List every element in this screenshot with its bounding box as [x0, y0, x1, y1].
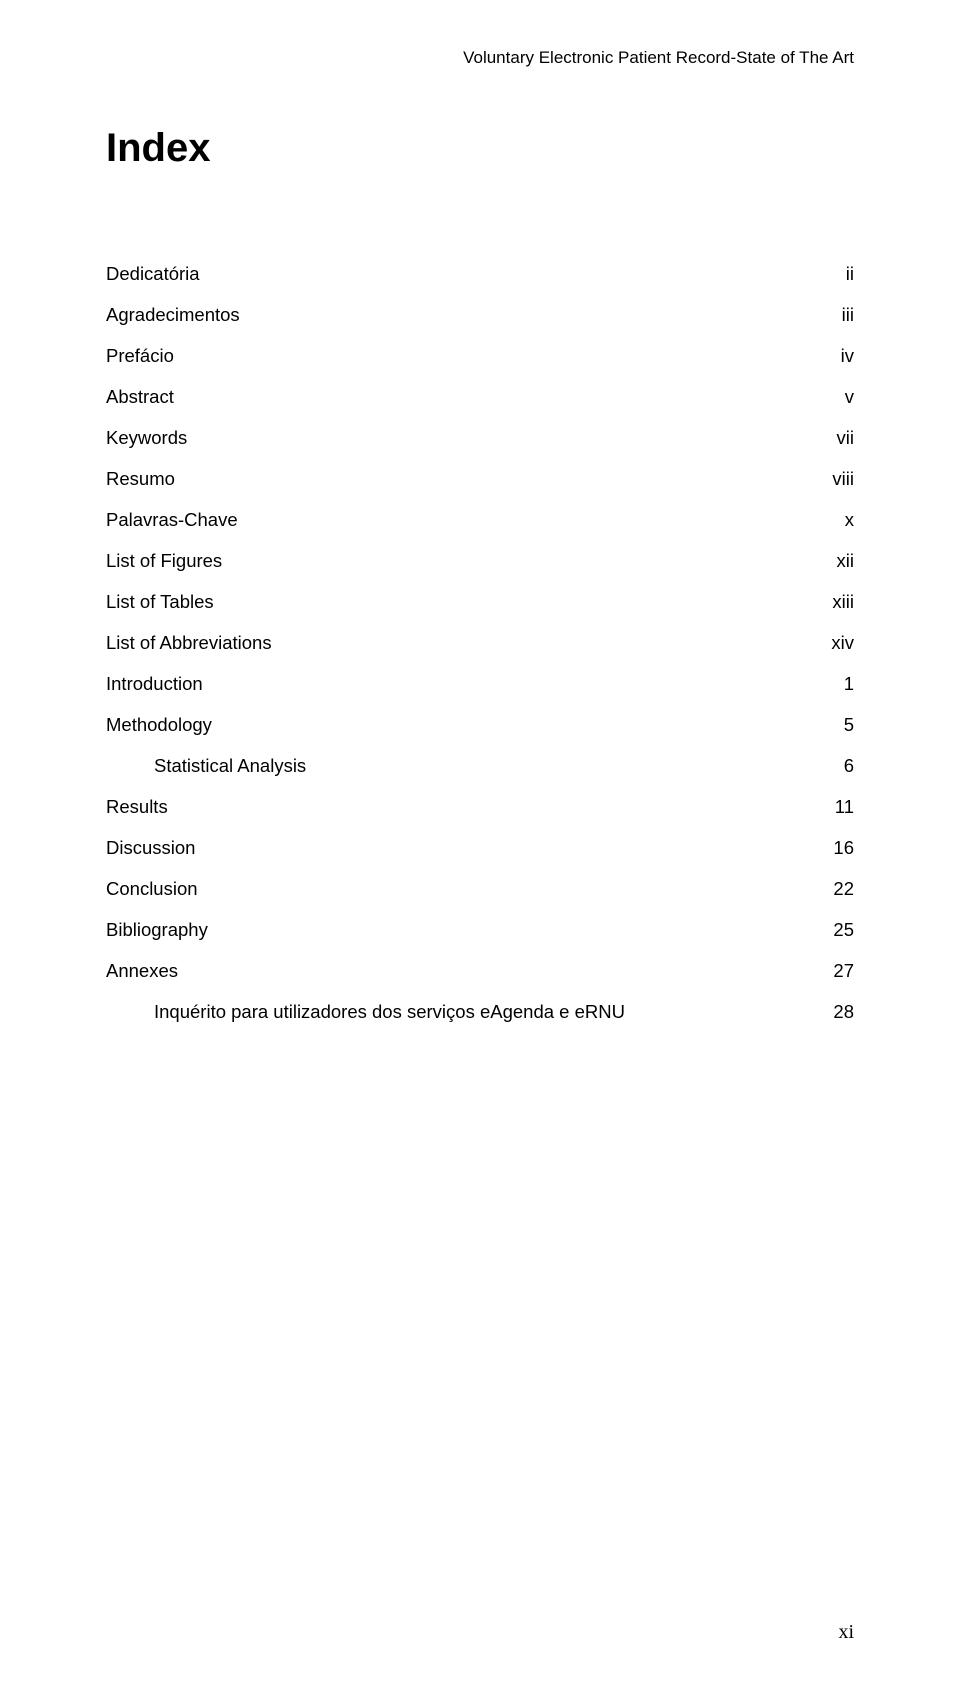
toc-entry-page: 11 [835, 798, 854, 817]
toc-entry-label: Conclusion [106, 880, 198, 899]
toc-entry-label: Discussion [106, 839, 195, 858]
toc-entry-page: 22 [833, 880, 854, 899]
toc-entry-page: 25 [833, 921, 854, 940]
toc-row: List of Tables xiii [106, 593, 854, 612]
toc-row: Results 11 [106, 798, 854, 817]
toc-row: Dedicatória ii [106, 265, 854, 284]
toc-entry-label: Prefácio [106, 347, 174, 366]
toc-entry-label: Keywords [106, 429, 187, 448]
toc-entry-label: List of Tables [106, 593, 214, 612]
toc-row: Conclusion 22 [106, 880, 854, 899]
toc-entry-page: 5 [844, 716, 854, 735]
toc-entry-label: Inquérito para utilizadores dos serviços… [106, 1003, 625, 1022]
toc-row: Agradecimentos iii [106, 306, 854, 325]
running-head: Voluntary Electronic Patient Record-Stat… [106, 48, 854, 68]
toc-entry-page: viii [832, 470, 854, 489]
toc-row: Bibliography 25 [106, 921, 854, 940]
toc-entry-page: v [845, 388, 854, 407]
toc-entry-page: iv [841, 347, 854, 366]
toc-entry-label: Palavras-Chave [106, 511, 238, 530]
toc-entry-page: 27 [833, 962, 854, 981]
toc-row: Keywords vii [106, 429, 854, 448]
toc-entry-page: iii [842, 306, 854, 325]
toc-entry-page: 6 [844, 757, 854, 776]
toc-entry-label: Agradecimentos [106, 306, 240, 325]
toc-row: Introduction 1 [106, 675, 854, 694]
toc-row: List of Abbreviations xiv [106, 634, 854, 653]
toc-entry-page: 28 [833, 1003, 854, 1022]
toc-entry-label: Statistical Analysis [106, 757, 306, 776]
toc-row: Discussion 16 [106, 839, 854, 858]
toc-entry-label: Bibliography [106, 921, 208, 940]
toc-row: Methodology 5 [106, 716, 854, 735]
toc-row: Palavras-Chave x [106, 511, 854, 530]
toc-row: Inquérito para utilizadores dos serviços… [106, 1003, 854, 1022]
toc-entry-page: xii [837, 552, 854, 571]
toc-entry-label: Annexes [106, 962, 178, 981]
toc-entry-label: Resumo [106, 470, 175, 489]
toc-entry-label: List of Figures [106, 552, 222, 571]
toc-row: Annexes 27 [106, 962, 854, 981]
toc-entry-label: List of Abbreviations [106, 634, 272, 653]
page-number: xi [838, 1621, 854, 1644]
toc-entry-page: 16 [833, 839, 854, 858]
toc-row: Prefácio iv [106, 347, 854, 366]
toc-entry-page: ii [846, 265, 854, 284]
toc-entry-page: vii [837, 429, 854, 448]
toc-entry-label: Dedicatória [106, 265, 200, 284]
toc-entry-label: Methodology [106, 716, 212, 735]
toc-row: List of Figures xii [106, 552, 854, 571]
toc-row: Statistical Analysis 6 [106, 757, 854, 776]
toc-row: Abstract v [106, 388, 854, 407]
toc-entry-page: 1 [844, 675, 854, 694]
toc-row: Resumo viii [106, 470, 854, 489]
page-title: Index [106, 126, 854, 171]
toc-entry-page: x [845, 511, 854, 530]
toc-entry-label: Introduction [106, 675, 203, 694]
table-of-contents: Dedicatória ii Agradecimentos iii Prefác… [106, 265, 854, 1022]
toc-entry-label: Abstract [106, 388, 174, 407]
toc-entry-page: xiv [831, 634, 854, 653]
toc-entry-page: xiii [832, 593, 854, 612]
toc-entry-label: Results [106, 798, 168, 817]
